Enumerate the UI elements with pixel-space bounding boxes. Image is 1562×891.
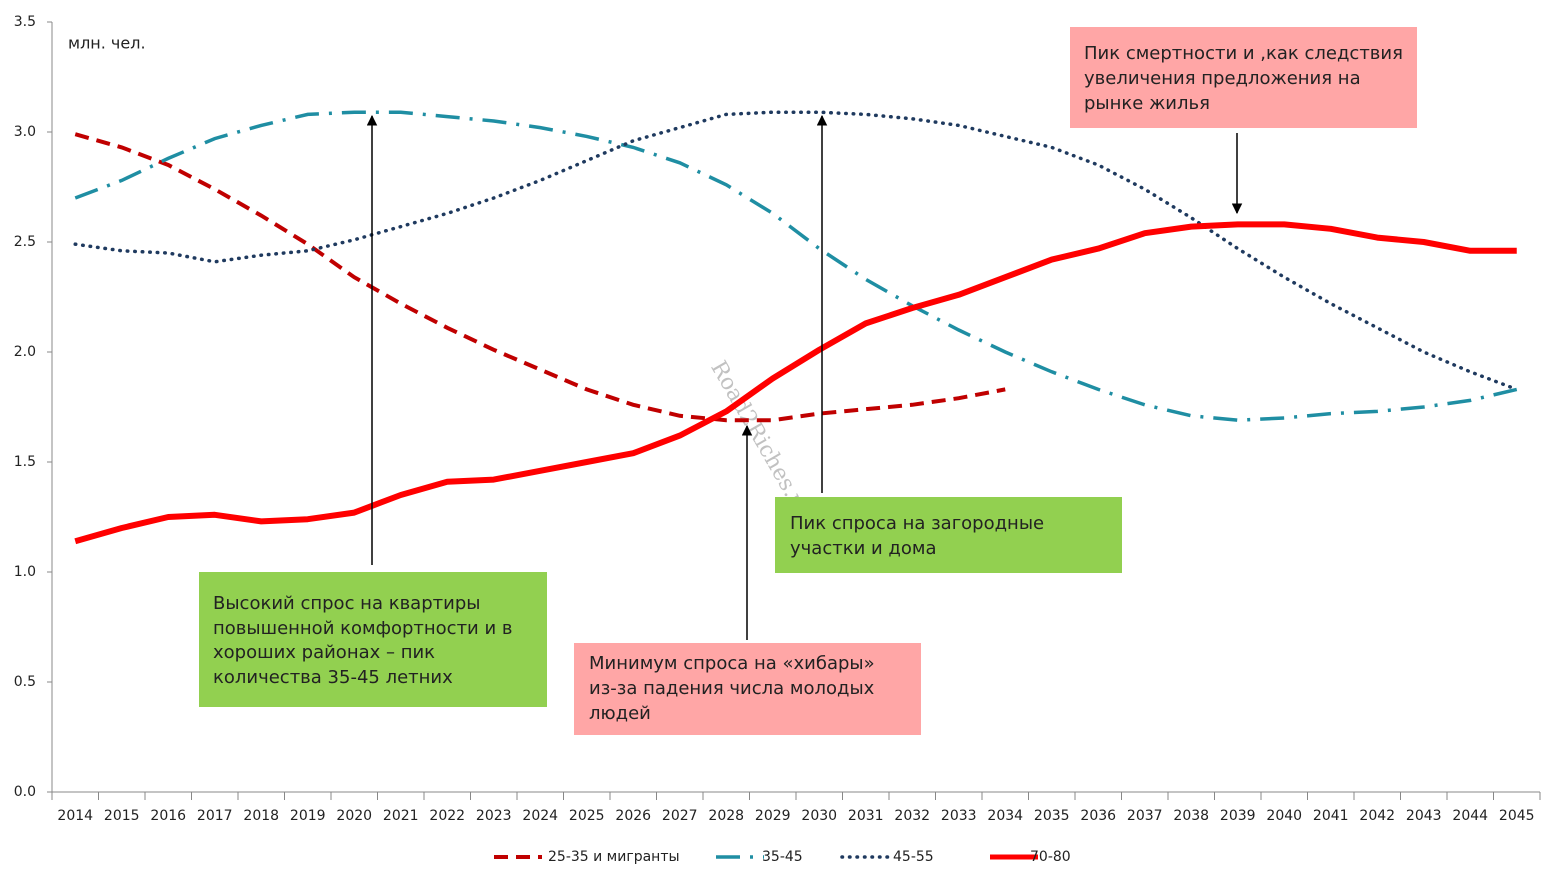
x-tick-label: 2016 bbox=[150, 808, 186, 824]
annotation-box bbox=[1070, 27, 1417, 128]
legend-label: 70-80 bbox=[1030, 849, 1071, 865]
annotation-text: хороших районах – пик bbox=[213, 642, 435, 663]
x-tick-label: 2025 bbox=[569, 808, 605, 824]
y-tick-label: 2.0 bbox=[14, 344, 36, 360]
x-tick-label: 2021 bbox=[383, 808, 419, 824]
y-tick-label: 0.0 bbox=[14, 784, 36, 800]
y-tick-label: 1.0 bbox=[14, 564, 36, 580]
annotation-text: количества 35-45 летних bbox=[213, 667, 453, 688]
y-axis-label: млн. чел. bbox=[68, 34, 146, 53]
y-tick-label: 0.5 bbox=[14, 674, 36, 690]
x-tick-label: 2024 bbox=[522, 808, 558, 824]
legend-label: 35-45 bbox=[762, 849, 803, 865]
x-tick-label: 2030 bbox=[801, 808, 837, 824]
annotation-text: участки и дома bbox=[790, 538, 936, 559]
annotation-text: повышенной комфортности и в bbox=[213, 618, 513, 639]
x-tick-label: 2036 bbox=[1080, 808, 1116, 824]
annotation-text: из-за падения числа молодых bbox=[589, 678, 875, 699]
x-tick-label: 2039 bbox=[1220, 808, 1256, 824]
annotation-text: Минимум спроса на «хибары» bbox=[589, 653, 875, 674]
x-tick-label: 2017 bbox=[197, 808, 233, 824]
x-tick-label: 2019 bbox=[290, 808, 326, 824]
legend-label: 45-55 bbox=[893, 849, 934, 865]
annotation-text: рынке жилья bbox=[1084, 93, 1210, 114]
x-tick-label: 2022 bbox=[429, 808, 465, 824]
x-tick-label: 2027 bbox=[662, 808, 698, 824]
x-tick-label: 2038 bbox=[1173, 808, 1209, 824]
annotation: Высокий спрос на квартиры повышенной ком… bbox=[199, 27, 1417, 735]
annotation-box bbox=[574, 643, 921, 735]
x-tick-label: 2040 bbox=[1266, 808, 1302, 824]
annotation-text: Высокий спрос на квартиры bbox=[213, 593, 480, 614]
annotation-text: людей bbox=[589, 703, 651, 724]
x-tick-label: 2043 bbox=[1406, 808, 1442, 824]
x-tick-label: 2028 bbox=[708, 808, 744, 824]
legend-label: 25-35 и мигранты bbox=[548, 849, 680, 865]
series-line bbox=[74, 132, 1006, 423]
x-tick-label: 2014 bbox=[57, 808, 93, 824]
series-line bbox=[73, 110, 1519, 392]
x-tick-label: 2018 bbox=[243, 808, 279, 824]
x-tick-label: 2034 bbox=[987, 808, 1023, 824]
x-tick-label: 2035 bbox=[1034, 808, 1070, 824]
annotation-text: увеличения предложения на bbox=[1084, 68, 1361, 89]
x-tick-label: 2029 bbox=[755, 808, 791, 824]
x-tick-label: 2041 bbox=[1313, 808, 1349, 824]
series-line bbox=[74, 221, 1517, 545]
y-tick-label: 3.5 bbox=[14, 14, 36, 30]
y-tick-label: 1.5 bbox=[14, 454, 36, 470]
x-tick-label: 2045 bbox=[1499, 808, 1535, 824]
x-tick-label: 2033 bbox=[941, 808, 977, 824]
series-line bbox=[74, 110, 1518, 422]
x-tick-label: 2032 bbox=[894, 808, 930, 824]
x-tick-label: 2023 bbox=[476, 808, 512, 824]
annotation-text: Пик смертности и ,как следствия bbox=[1084, 43, 1403, 64]
annotation-text: Пик спроса на загородные bbox=[790, 513, 1044, 534]
y-tick-label: 3.0 bbox=[14, 124, 36, 140]
x-tick-label: 2031 bbox=[848, 808, 884, 824]
x-tick-label: 2026 bbox=[615, 808, 651, 824]
annotation-box bbox=[775, 497, 1122, 573]
x-tick-label: 2042 bbox=[1359, 808, 1395, 824]
x-tick-label: 2015 bbox=[104, 808, 140, 824]
x-tick-label: 2020 bbox=[336, 808, 372, 824]
x-tick-label: 2044 bbox=[1452, 808, 1488, 824]
x-tick-label: 2037 bbox=[1127, 808, 1163, 824]
y-tick-label: 2.5 bbox=[14, 234, 36, 250]
annotation-box bbox=[199, 572, 547, 707]
